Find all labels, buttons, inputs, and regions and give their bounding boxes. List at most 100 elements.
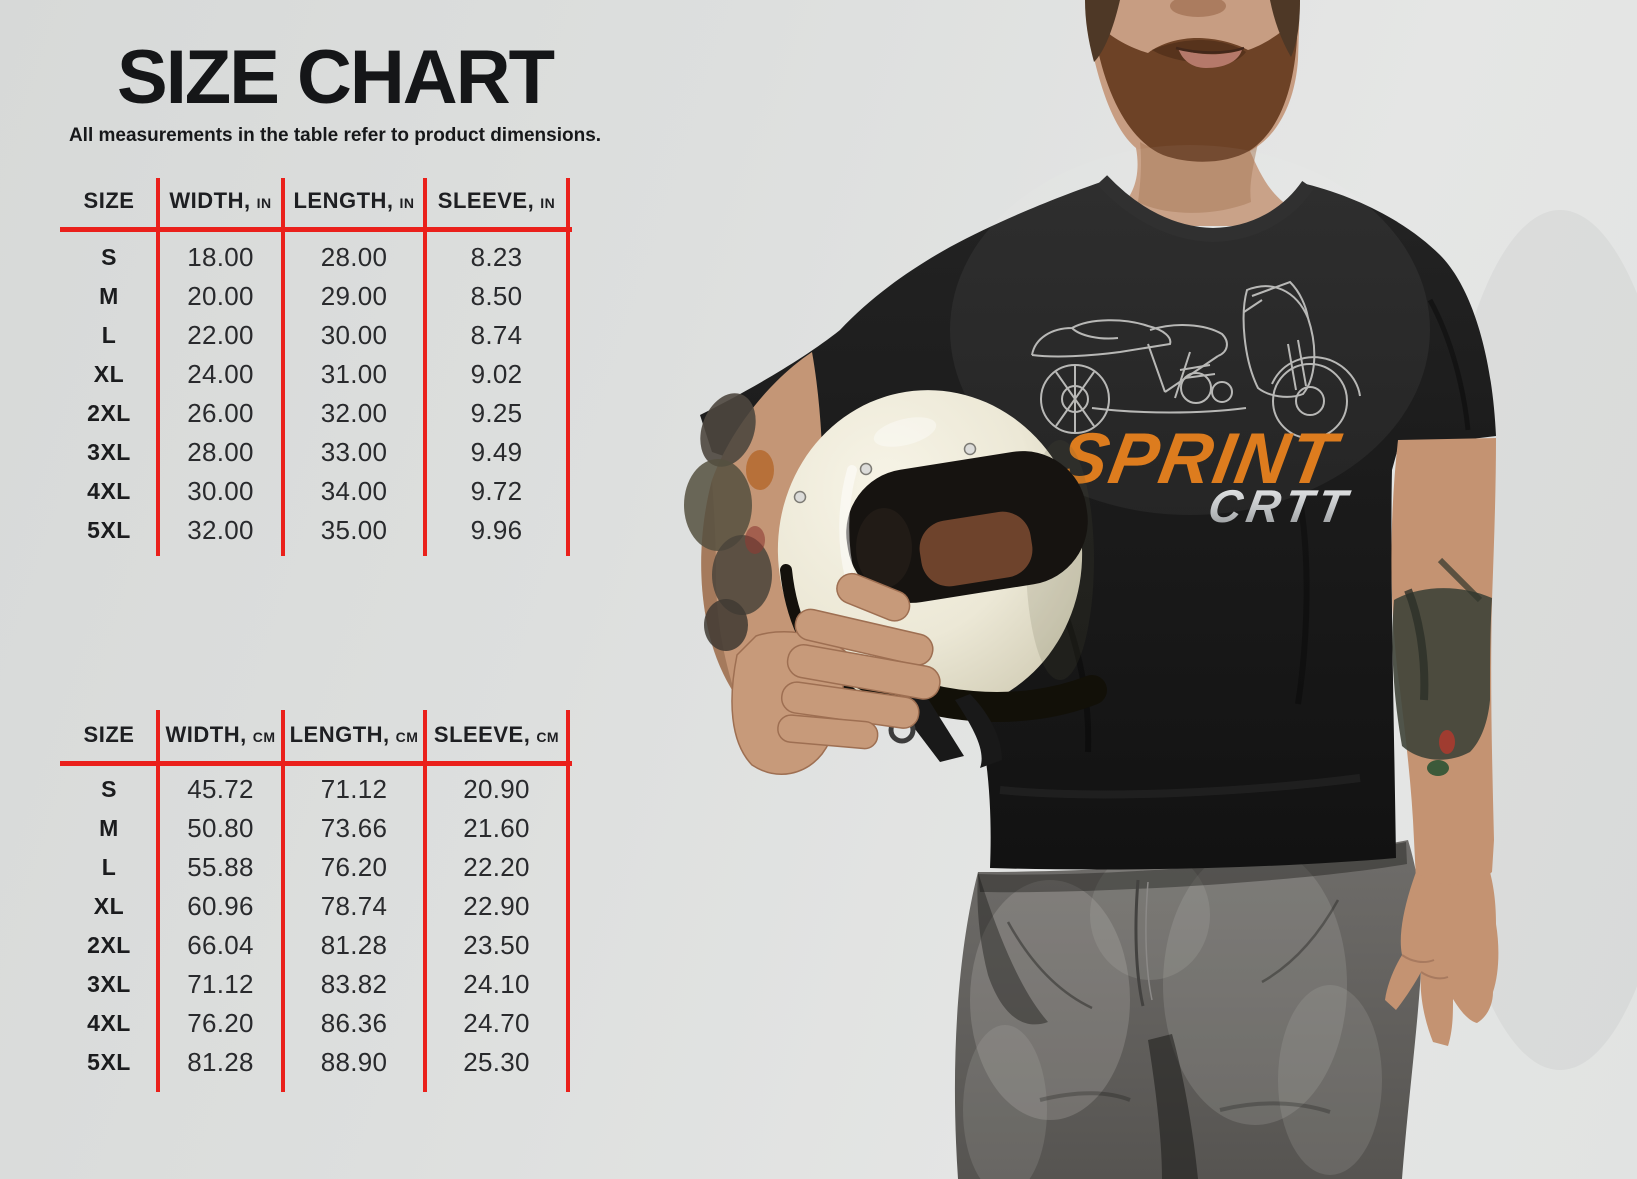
table-header-line [60, 227, 572, 232]
size-row-l: L 55.88 76.20 22.20 [60, 848, 568, 887]
tshirt-collar [1096, 175, 1314, 243]
table-divider-line [423, 710, 427, 1092]
helmet-inner-lining [919, 511, 1033, 587]
model-face [1085, 0, 1312, 226]
size-label: XL [93, 893, 125, 919]
column-unit: CM [536, 728, 560, 745]
size-row-m: M 20.00 29.00 8.50 [60, 277, 568, 316]
measurement-value: 50.80 [187, 813, 254, 843]
measurement-value: 20.90 [463, 774, 530, 804]
column-label: WIDTH, [169, 187, 251, 213]
measurement-value: 22.90 [463, 891, 530, 921]
column-unit: CM [395, 728, 419, 745]
measurement-value: 30.00 [320, 320, 388, 350]
measurement-value: 71.12 [320, 774, 388, 804]
column-label: SIZE [83, 721, 135, 747]
table-divider-line [281, 178, 285, 556]
size-label: M [99, 283, 119, 309]
measurement-value: 76.20 [320, 852, 388, 882]
measurement-value: 8.50 [470, 281, 523, 311]
size-row-s: S 45.72 71.12 20.90 [60, 770, 568, 809]
measurement-value: 8.23 [470, 242, 523, 272]
size-label: 3XL [87, 971, 131, 997]
size-label: 2XL [87, 400, 131, 426]
column-label: WIDTH, [165, 721, 247, 747]
size-label: L [101, 854, 117, 880]
measurement-value: 21.60 [463, 813, 530, 843]
column-label: SIZE [83, 187, 135, 213]
column-header-sleeve: SLEEVE, CM [434, 722, 559, 748]
column-unit: CM [252, 728, 276, 745]
column-label: SLEEVE, [437, 187, 535, 213]
size-label: 4XL [87, 478, 131, 504]
page-title: SIZE CHART [117, 35, 555, 120]
measurement-value: 30.00 [187, 476, 254, 506]
measurement-value: 33.00 [320, 437, 388, 467]
column-header-size: SIZE [84, 188, 135, 214]
measurement-value: 18.00 [187, 242, 254, 272]
measurement-value: 81.28 [320, 930, 388, 960]
measurement-value: 35.00 [320, 515, 388, 545]
shirt-graphic-title: SPRINT [1053, 418, 1347, 498]
measurement-value: 22.00 [187, 320, 254, 350]
measurement-value: 66.04 [187, 930, 254, 960]
measurement-value: 31.00 [320, 359, 388, 389]
measurement-value: 88.90 [320, 1047, 388, 1077]
measurement-value: 9.72 [470, 476, 523, 506]
size-label: M [99, 815, 119, 841]
size-row-4xl: 4XL 76.20 86.36 24.70 [60, 1004, 568, 1043]
size-label: XL [93, 361, 125, 387]
column-header-length: LENGTH, IN [293, 188, 414, 214]
table-header-line [60, 761, 572, 766]
measurement-value: 9.49 [470, 437, 523, 467]
helmet-rivets [793, 442, 977, 504]
hanging-hand [1385, 872, 1499, 1046]
measurement-value: 24.10 [463, 969, 530, 999]
tshirt [700, 145, 1496, 870]
measurement-value: 9.96 [470, 515, 523, 545]
table-divider-line [281, 710, 285, 1092]
measurement-value: 34.00 [320, 476, 388, 506]
measurement-value: 24.00 [187, 359, 254, 389]
measurement-value: 9.02 [470, 359, 523, 389]
size-row-4xl: 4XL 30.00 34.00 9.72 [60, 472, 568, 511]
size-row-xl: XL 60.96 78.74 22.90 [60, 887, 568, 926]
tshirt-print: SPRINT CRTT [1031, 280, 1361, 532]
measurement-value: 76.20 [187, 1008, 254, 1038]
motorcycle-line-art [1031, 280, 1361, 439]
measurement-value: 9.25 [470, 398, 523, 428]
column-header-size: SIZE [84, 722, 135, 748]
size-table-centimeters: SIZE WIDTH, CM LENGTH, CM SLEEVE, CM S 45.72 71.… [60, 700, 576, 1096]
size-row-3xl: 3XL 71.12 83.82 24.10 [60, 965, 568, 1004]
measurement-value: 22.20 [463, 852, 530, 882]
measurement-value: 29.00 [320, 281, 388, 311]
size-row-xl: XL 24.00 31.00 9.02 [60, 355, 568, 394]
size-row-m: M 50.80 73.66 21.60 [60, 809, 568, 848]
size-row-3xl: 3XL 28.00 33.00 9.49 [60, 433, 568, 472]
measurement-value: 28.00 [187, 437, 254, 467]
measurement-value: 23.50 [463, 930, 530, 960]
table-divider-line [566, 178, 570, 556]
table-divider-line [156, 178, 160, 556]
measurement-value: 8.74 [470, 320, 523, 350]
column-header-length: LENGTH, CM [290, 722, 419, 748]
column-unit: IN [540, 194, 556, 211]
measurement-value: 73.66 [320, 813, 388, 843]
table-divider-line [156, 710, 160, 1092]
size-row-2xl: 2XL 26.00 32.00 9.25 [60, 394, 568, 433]
measurement-value: 20.00 [187, 281, 254, 311]
measurement-value: 55.88 [187, 852, 254, 882]
size-row-5xl: 5XL 81.28 88.90 25.30 [60, 1043, 568, 1082]
size-label: S [101, 244, 117, 270]
size-label: L [101, 322, 117, 348]
measurement-value: 83.82 [320, 969, 388, 999]
column-header-width: WIDTH, CM [166, 722, 276, 748]
shirt-graphic-subtitle: CRTT [1204, 480, 1355, 532]
size-row-l: L 22.00 30.00 8.74 [60, 316, 568, 355]
size-label: 5XL [87, 1049, 131, 1075]
table-body: S 18.00 28.00 8.23 M 20.00 29.00 8.50 L 22.00 30.0… [60, 238, 568, 550]
column-label: LENGTH, [289, 721, 390, 747]
column-header-width: WIDTH, IN [169, 188, 271, 214]
table-header-row: SIZE WIDTH, IN LENGTH, IN SLEEVE, IN [60, 172, 568, 229]
